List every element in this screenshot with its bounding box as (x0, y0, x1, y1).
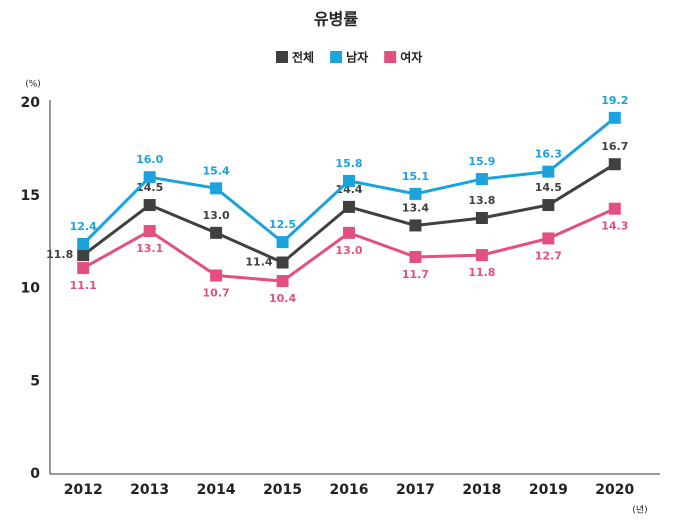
marker (608, 158, 621, 171)
chart-title: 유병률 (314, 10, 358, 29)
x-unit: (년) (632, 505, 647, 516)
y-unit: (%) (25, 80, 41, 90)
value-label: 15.8 (335, 157, 362, 170)
value-label: 12.7 (535, 249, 562, 262)
marker (210, 226, 223, 239)
value-label: 13.8 (468, 194, 495, 207)
value-label: 11.1 (70, 279, 97, 292)
marker (475, 249, 488, 262)
marker (276, 256, 289, 269)
value-label: 10.7 (203, 287, 230, 300)
marker (608, 111, 621, 124)
marker (210, 269, 223, 282)
legend-label: 여자 (400, 50, 422, 65)
value-label: 12.5 (269, 218, 296, 231)
marker (608, 202, 621, 215)
value-label: 16.7 (601, 140, 628, 153)
value-label: 13.0 (335, 244, 362, 257)
value-label: 11.7 (402, 268, 429, 281)
marker (542, 199, 555, 212)
y-tick-label: 15 (21, 188, 40, 204)
legend-label: 전체 (292, 50, 314, 65)
marker (409, 219, 422, 232)
value-label: 13.0 (203, 209, 230, 222)
marker (409, 250, 422, 263)
x-tick-label: 2016 (330, 482, 369, 498)
value-label: 16.0 (136, 153, 163, 166)
x-tick-label: 2020 (595, 482, 634, 498)
marker (276, 275, 289, 288)
marker (475, 212, 488, 225)
value-label: 15.4 (203, 164, 230, 177)
marker (475, 173, 488, 186)
value-label: 11.8 (468, 266, 495, 279)
x-tick-label: 2015 (263, 482, 302, 498)
marker (143, 199, 156, 212)
marker (343, 226, 355, 239)
x-tick-label: 2012 (64, 482, 103, 498)
legend-label: 남자 (346, 50, 368, 65)
marker (343, 174, 355, 187)
y-tick-label: 10 (21, 281, 41, 297)
value-label: 15.1 (402, 170, 429, 183)
value-label: 11.8 (46, 248, 73, 261)
y-tick-label: 0 (30, 466, 40, 482)
legend-swatch (330, 51, 343, 63)
marker (343, 200, 355, 213)
marker (542, 165, 555, 178)
value-label: 14.5 (535, 181, 562, 194)
marker (276, 236, 289, 249)
marker (542, 232, 555, 245)
value-label: 13.4 (402, 201, 429, 214)
marker (77, 237, 90, 250)
marker (210, 182, 223, 195)
marker (77, 249, 90, 262)
x-tick-label: 2017 (396, 482, 435, 498)
marker (143, 171, 156, 184)
x-tick-label: 2013 (130, 482, 169, 498)
value-label: 15.9 (468, 155, 495, 168)
marker (143, 224, 156, 237)
x-tick-label: 2018 (462, 482, 501, 498)
legend-swatch (384, 51, 397, 63)
x-tick-label: 2014 (197, 482, 236, 498)
y-tick-label: 5 (30, 373, 40, 389)
x-tick-label: 2019 (529, 482, 568, 498)
value-label: 14.3 (601, 220, 628, 233)
value-label: 19.2 (601, 94, 628, 107)
value-label: 13.1 (136, 242, 163, 255)
value-label: 16.3 (535, 148, 562, 161)
legend-swatch (276, 51, 288, 63)
marker (77, 262, 90, 275)
y-tick-label: 20 (21, 95, 41, 111)
value-label: 11.4 (245, 256, 272, 269)
value-label: 10.4 (269, 292, 296, 305)
marker (409, 187, 422, 200)
value-label: 12.4 (70, 220, 97, 233)
